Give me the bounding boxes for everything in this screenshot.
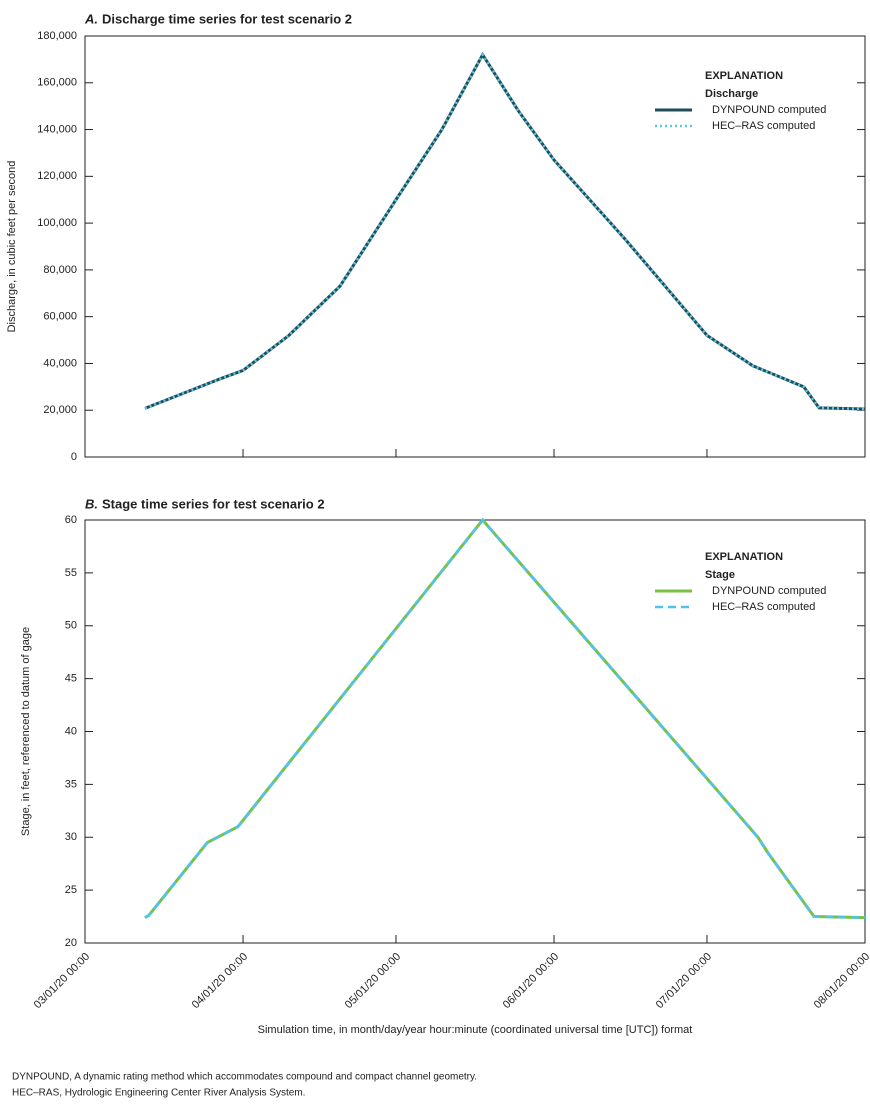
- x-axis-label: Simulation time, in month/day/year hour:…: [258, 1024, 693, 1036]
- legend-label: HEC–RAS computed: [712, 120, 815, 132]
- x-tick-label: 08/01/20 00:00: [812, 951, 870, 1011]
- chart-title: Discharge time series for test scenario …: [102, 11, 352, 26]
- data-line: [144, 518, 866, 919]
- y-tick-label: 0: [71, 451, 77, 463]
- y-tick-label: 25: [65, 884, 77, 896]
- y-tick-label: 40: [65, 725, 77, 737]
- legend-subtitle: Stage: [705, 569, 735, 581]
- legend-label: DYNPOUND computed: [712, 104, 826, 116]
- panel-label: A.: [84, 11, 98, 26]
- x-tick-label: 03/01/20 00:00: [32, 951, 92, 1011]
- x-tick-label: 07/01/20 00:00: [654, 951, 714, 1011]
- y-tick-label: 45: [65, 673, 77, 685]
- y-tick-label: 35: [65, 778, 77, 790]
- y-tick-label: 120,000: [37, 170, 77, 182]
- y-tick-label: 60,000: [43, 311, 77, 323]
- note: DYNPOUND, A dynamic rating method which …: [12, 1072, 477, 1083]
- y-tick-label: 40,000: [43, 357, 77, 369]
- y-tick-label: 180,000: [37, 30, 77, 42]
- y-tick-label: 100,000: [37, 217, 77, 229]
- plot-area: [84, 519, 866, 944]
- x-tick-label: 06/01/20 00:00: [501, 951, 561, 1011]
- panel-label: B.: [85, 496, 98, 511]
- legend-title: EXPLANATION: [705, 70, 783, 82]
- y-axis-label: Stage, in feet, referenced to datum of g…: [20, 627, 32, 836]
- y-tick-label: 140,000: [37, 123, 77, 135]
- y-tick-label: 60: [65, 514, 77, 526]
- y-tick-label: 20: [65, 937, 77, 949]
- legend-subtitle: Discharge: [705, 88, 758, 100]
- y-tick-label: 80,000: [43, 264, 77, 276]
- legend-label: DYNPOUND computed: [712, 585, 826, 597]
- x-tick-label: 04/01/20 00:00: [190, 951, 250, 1011]
- data-line: [144, 52, 866, 411]
- y-tick-label: 50: [65, 620, 77, 632]
- data-line: [144, 517, 866, 920]
- y-axis-label: Discharge, in cubic feet per second: [6, 161, 18, 333]
- y-tick-label: 160,000: [37, 77, 77, 89]
- y-tick-label: 55: [65, 567, 77, 579]
- y-tick-label: 20,000: [43, 404, 77, 416]
- y-tick-label: 30: [65, 831, 77, 843]
- x-tick-label: 05/01/20 00:00: [343, 951, 403, 1011]
- note: HEC–RAS, Hydrologic Engineering Center R…: [12, 1088, 305, 1099]
- plot-area: [84, 35, 866, 458]
- chart-title: Stage time series for test scenario 2: [102, 496, 325, 511]
- legend-label: HEC–RAS computed: [712, 601, 815, 613]
- legend-title: EXPLANATION: [705, 551, 783, 563]
